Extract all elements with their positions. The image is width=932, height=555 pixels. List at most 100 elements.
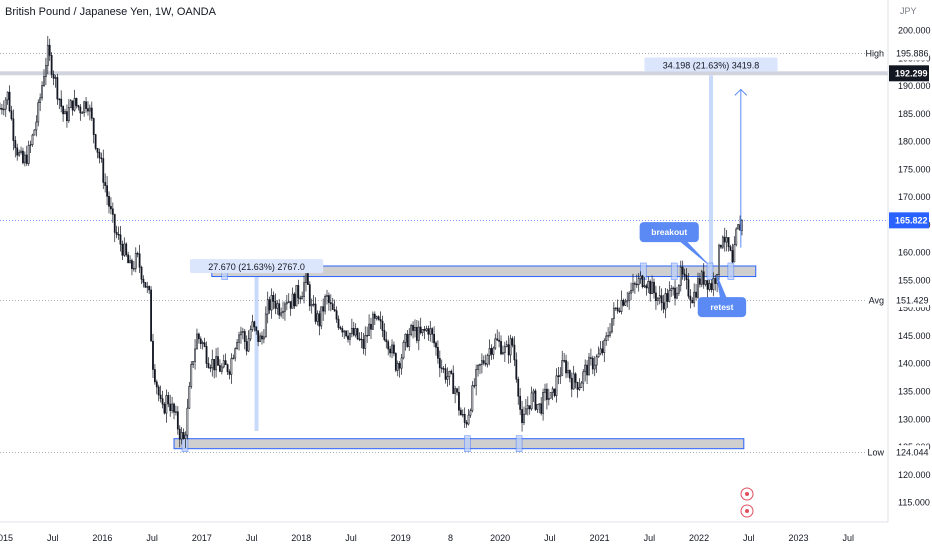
candle [159, 394, 162, 400]
candle [461, 413, 464, 416]
candle [37, 102, 40, 123]
candle [173, 403, 175, 413]
candle [484, 362, 487, 365]
time-tick-label: Jul [842, 533, 854, 543]
candle [427, 328, 430, 335]
candle [6, 91, 9, 101]
candle [90, 107, 93, 119]
candle [731, 250, 734, 263]
candle [702, 271, 705, 285]
candle [639, 275, 642, 279]
candle [157, 386, 160, 396]
level-price-tag [889, 445, 929, 460]
candle [337, 318, 340, 328]
candle [247, 338, 250, 352]
level-price-tag [889, 46, 929, 61]
candle [456, 388, 458, 393]
candle [658, 295, 661, 299]
candle [691, 299, 694, 304]
candle [633, 283, 636, 285]
time-tick-label: Jul [345, 533, 357, 543]
candle [136, 252, 139, 255]
candle [276, 303, 279, 309]
candle [655, 292, 657, 301]
candle [108, 195, 110, 207]
candle [238, 334, 240, 343]
price-tick-label: 145.000 [898, 331, 931, 341]
zone-touch-mark [464, 435, 471, 452]
candle [410, 325, 413, 335]
candle [452, 373, 455, 394]
time-tick-label: Jul [544, 533, 556, 543]
candle [322, 306, 325, 312]
candle [677, 285, 680, 294]
candle [209, 367, 212, 369]
candle [52, 74, 55, 79]
candle [182, 432, 185, 440]
candle [22, 150, 24, 164]
candle [547, 397, 550, 400]
candle [100, 157, 103, 160]
candle [381, 320, 384, 331]
candle [714, 278, 717, 284]
candle [349, 333, 351, 340]
candle [421, 329, 424, 334]
candle [676, 292, 678, 299]
time-tick-label: Jul [47, 533, 59, 543]
candle [400, 357, 403, 369]
candle [733, 244, 736, 263]
candle [572, 373, 575, 390]
candle [373, 313, 376, 319]
candle [469, 410, 472, 416]
candle [614, 307, 617, 310]
candle [513, 344, 516, 361]
candle [129, 260, 131, 264]
candle [618, 310, 621, 313]
candle [486, 355, 489, 365]
candle [186, 407, 189, 436]
candle [285, 301, 288, 305]
candle [215, 356, 217, 371]
candle [509, 338, 512, 356]
price-tick-label: 155.000 [898, 275, 931, 285]
candle [83, 101, 86, 114]
candle [266, 299, 269, 315]
candle [440, 367, 443, 369]
candle [438, 358, 441, 369]
candle [580, 382, 583, 388]
candle [71, 100, 74, 111]
candle [653, 281, 655, 294]
candle [142, 278, 145, 283]
candle [245, 341, 248, 352]
candle [505, 344, 508, 347]
candle [549, 392, 552, 399]
candle [697, 278, 699, 298]
candle [723, 236, 726, 243]
candle [354, 328, 357, 336]
candle [54, 77, 57, 79]
candle [320, 306, 323, 327]
candle [689, 295, 692, 301]
candle [408, 334, 411, 347]
candle [672, 287, 675, 290]
candle [479, 363, 481, 366]
candle [609, 331, 611, 336]
candle [647, 280, 650, 289]
candle [465, 422, 468, 425]
candle [155, 381, 158, 388]
sr-zone [173, 438, 745, 450]
candle [199, 338, 202, 345]
candle [293, 293, 296, 307]
candle [358, 338, 361, 340]
candle [79, 106, 82, 114]
candle [253, 321, 256, 328]
candle [284, 303, 286, 312]
candle [624, 301, 627, 306]
candle [387, 341, 390, 350]
time-tick-label: 2019 [391, 533, 411, 543]
candle [350, 327, 353, 334]
candle [473, 385, 476, 387]
candle [35, 121, 38, 131]
zone-touch-mark [706, 262, 714, 280]
